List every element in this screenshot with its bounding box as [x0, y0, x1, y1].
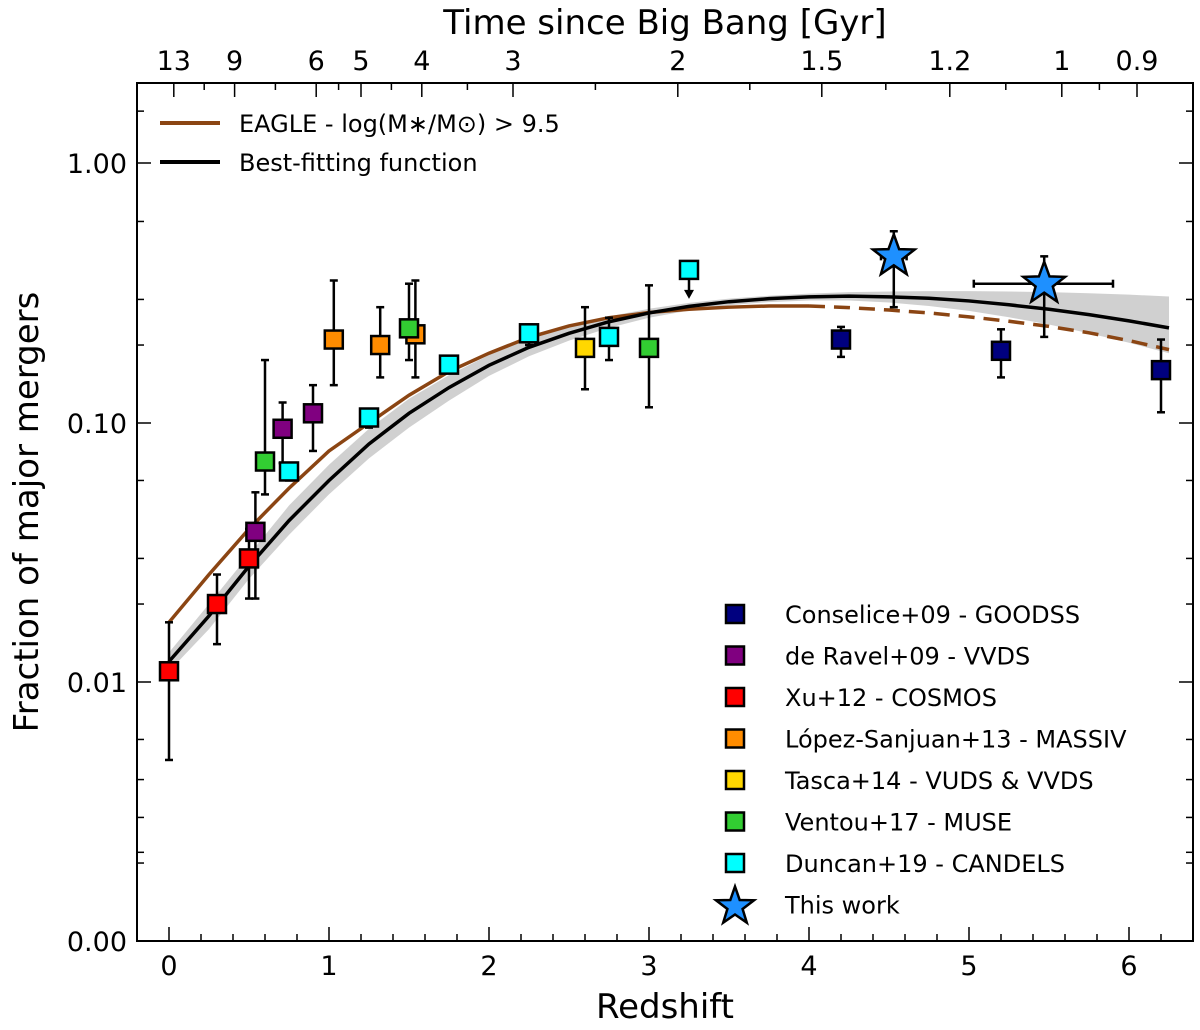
ticks-layer: 0 1 2 3 4 5 613 9 6 5 4 3 2 1.5 1.2 1 0.90.000.010.101.0… [67, 46, 1194, 982]
legend-square-marker [724, 645, 746, 666]
legend-series-label: Duncan+19 - CANDELS [785, 850, 1065, 878]
square-marker [990, 340, 1012, 362]
legend-series-label: This work [784, 892, 900, 920]
square-marker [278, 461, 300, 482]
legend-series-label: Ventou+17 - MUSE [785, 809, 1012, 837]
square-marker [158, 661, 180, 682]
square-marker [245, 521, 266, 543]
best-fit-line [167, 294, 1170, 663]
top-tick-label: 13 [157, 46, 191, 77]
upper-limit-arrowhead [684, 289, 694, 299]
x-tick-label: 0 [160, 951, 177, 982]
square-marker [638, 337, 660, 359]
y-tick-label: 0.00 [67, 927, 127, 958]
y-tick-label: 0.01 [67, 668, 127, 699]
square-marker [272, 418, 293, 440]
star-marker [869, 230, 919, 278]
y-tick-label: 0.10 [67, 409, 127, 440]
x-tick-label: 6 [1120, 951, 1137, 982]
top-tick-label: 4 [413, 46, 430, 77]
star-marker [1019, 258, 1069, 305]
legend-square-marker [724, 728, 746, 749]
legend-series-label: López-Sanjuan+13 - MASSIV [785, 726, 1127, 754]
top-axis-label: Time since Big Bang [Gyr] [442, 3, 886, 43]
square-marker [438, 354, 460, 375]
eagle-line [167, 304, 809, 624]
square-marker [254, 451, 276, 472]
square-marker [238, 548, 260, 569]
x-tick-label: 3 [640, 951, 657, 982]
line-legend: EAGLE - log(M∗/M⊙) > 9.5 Best-fitting fu… [160, 110, 560, 177]
legend-square-marker [724, 852, 746, 874]
square-marker [206, 593, 228, 615]
y-axis-label: Fraction of major mergers [7, 292, 47, 733]
lines-layer [167, 294, 1170, 663]
legend-star-marker [712, 882, 758, 926]
top-tick-label: 5 [352, 46, 369, 77]
x-tick-label: 1 [320, 951, 337, 982]
legend-label-eagle: EAGLE - log(M∗/M⊙) > 9.5 [239, 110, 560, 138]
legend-series-label: de Ravel+09 - VVDS [785, 643, 1030, 671]
plot-frame [136, 82, 1194, 942]
square-marker [398, 318, 420, 339]
y-tick-label: 1.00 [67, 149, 127, 180]
square-marker [574, 337, 596, 359]
x-tick-label: 4 [800, 951, 817, 982]
top-tick-label: 1 [1053, 46, 1070, 77]
axes-layer [136, 82, 1194, 942]
top-tick-label: 1.5 [800, 46, 843, 77]
square-marker [369, 334, 391, 356]
top-tick-label: 0.9 [1116, 46, 1159, 77]
square-marker [598, 326, 620, 348]
eagle-line-dashed [808, 304, 1170, 352]
markers-layer [158, 230, 1172, 682]
marker-legend: Conselice+09 - GOODSS de Ravel+09 - VVDS X… [712, 601, 1127, 926]
square-marker [358, 407, 380, 428]
legend-square-marker [724, 686, 746, 708]
square-marker [1150, 359, 1172, 381]
legend-series-label: Tasca+14 - VUDS & VVDS [784, 767, 1094, 795]
legend-square-marker [724, 603, 746, 625]
square-marker [678, 259, 700, 281]
square-marker [830, 329, 852, 350]
top-tick-label: 9 [226, 46, 243, 77]
top-tick-label: 3 [504, 46, 521, 77]
legend-label-best-fit: Best-fitting function [239, 149, 478, 177]
square-marker [323, 329, 345, 350]
legend-square-marker [724, 769, 746, 791]
x-tick-label: 2 [480, 951, 497, 982]
x-axis-label: Redshift [596, 987, 734, 1026]
legend-square-marker [724, 811, 746, 832]
x-tick-label: 5 [960, 951, 977, 982]
square-marker [518, 323, 540, 344]
top-tick-label: 6 [308, 46, 325, 77]
legend-series-label: Xu+12 - COSMOS [785, 684, 997, 712]
legend-series-label: Conselice+09 - GOODSS [785, 601, 1080, 629]
top-tick-label: 2 [669, 46, 686, 77]
top-tick-label: 1.2 [928, 46, 971, 77]
square-marker [302, 403, 324, 424]
